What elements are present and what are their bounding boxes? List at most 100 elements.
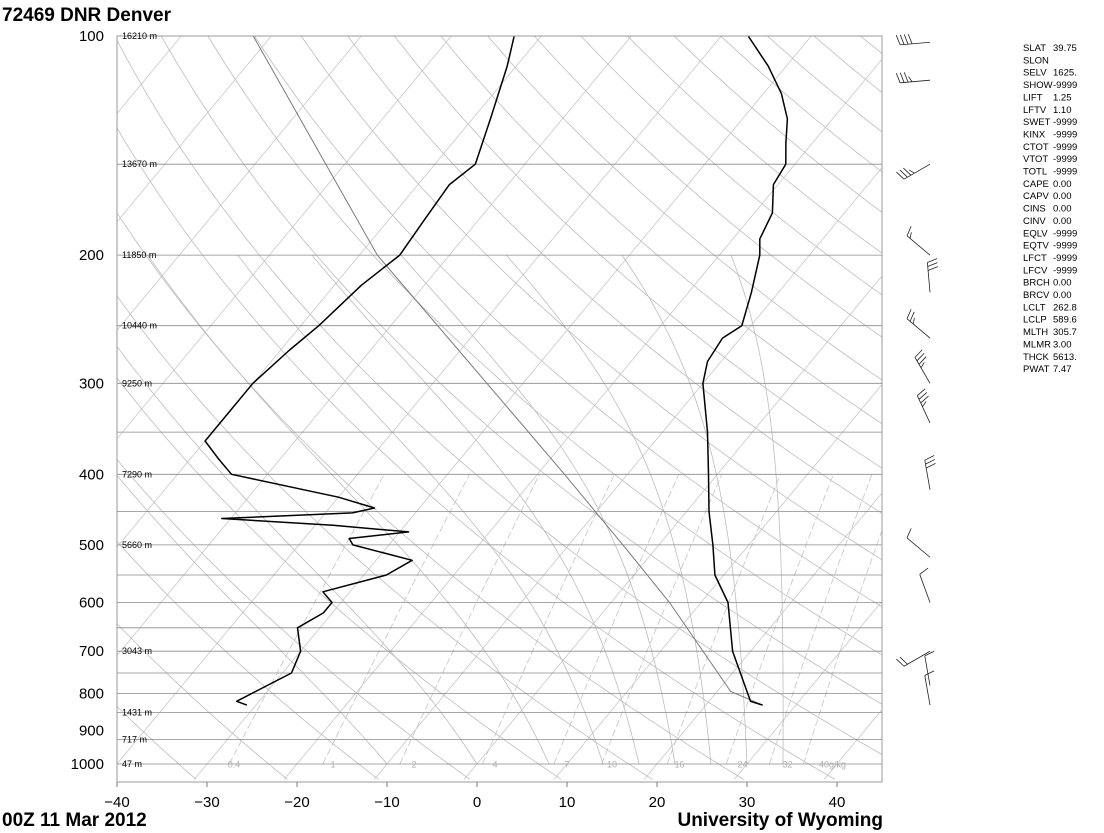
index-value: -9999 <box>1053 167 1077 178</box>
dry-adiabat <box>117 459 471 780</box>
mixing-ratio-label: 24 <box>737 760 747 770</box>
index-name: CINS <box>1023 204 1046 215</box>
index-value: 305.7 <box>1053 327 1077 338</box>
mixing-ratio-label: 1 <box>330 760 335 770</box>
isotherm <box>117 36 362 331</box>
moist-adiabat <box>237 254 604 765</box>
index-name: SWET <box>1023 117 1051 128</box>
dry-adiabat <box>254 36 882 608</box>
index-name: THCK <box>1023 352 1050 363</box>
index-value: 589.6 <box>1053 315 1077 326</box>
wind-barb <box>906 226 931 256</box>
index-name: LCLP <box>1023 315 1047 326</box>
sounding-profiles <box>204 36 789 706</box>
wind-barb <box>924 650 935 686</box>
index-name: PWAT <box>1023 364 1050 375</box>
index-value: -9999 <box>1053 265 1077 276</box>
index-name: EQTV <box>1023 241 1050 252</box>
index-value: 0.00 <box>1053 179 1072 190</box>
dry-adiabat <box>117 39 882 756</box>
index-value: 262.8 <box>1053 302 1077 313</box>
dry-adiabat <box>117 127 836 780</box>
wind-barb <box>924 455 936 490</box>
index-value: 0.00 <box>1053 278 1072 289</box>
index-name: CINV <box>1023 216 1046 227</box>
height-label: 47 m <box>122 759 142 769</box>
wind-barb <box>916 388 931 424</box>
index-value: 7.47 <box>1053 364 1072 375</box>
dry-adiabat <box>487 36 882 381</box>
isotherm <box>117 36 632 657</box>
mixing-ratio-label: 2 <box>411 760 416 770</box>
index-value: 1625. <box>1053 68 1077 79</box>
index-value: -9999 <box>1053 142 1077 153</box>
index-value: 1.10 <box>1053 105 1072 116</box>
index-name: SLAT <box>1023 43 1046 54</box>
wind-barb <box>924 670 935 706</box>
dry-adiabat <box>207 36 882 656</box>
mixing-ratio-line <box>769 474 873 765</box>
index-name: LIFT <box>1023 92 1043 103</box>
plot-frame <box>116 35 883 787</box>
temperature-axis: −40 −30 −20 −10 0 10 20 30 40 <box>104 794 845 811</box>
wind-barb <box>906 309 931 339</box>
dry-adiabat <box>533 36 882 338</box>
pressure-label: 500 <box>79 537 104 554</box>
source-credit: University of Wyoming <box>677 810 883 831</box>
index-value: 39.75 <box>1053 43 1077 54</box>
temperature-line <box>702 36 789 706</box>
mixing-ratio-label: 32 <box>782 760 792 770</box>
temperature-label: 20 <box>649 794 666 811</box>
pressure-label: 600 <box>79 594 104 611</box>
height-label: 717 m <box>122 734 147 744</box>
index-name: LFCT <box>1023 253 1047 264</box>
index-name: BRCV <box>1023 290 1050 301</box>
date-label: 00Z 11 Mar 2012 <box>2 810 147 831</box>
isotherm <box>643 492 882 780</box>
index-value: 0.00 <box>1053 204 1072 215</box>
index-value: 5613. <box>1053 352 1077 363</box>
height-label: 5660 m <box>122 540 152 550</box>
dry-adiabat <box>117 377 562 780</box>
dewpoint-line <box>204 36 515 706</box>
mixing-ratio-label: 16 <box>674 760 684 770</box>
moist-adiabat <box>730 254 784 764</box>
index-value: 3.00 <box>1053 339 1072 350</box>
temperature-label: −20 <box>284 794 309 811</box>
wind-barb <box>895 72 931 84</box>
wind-barb <box>906 528 931 558</box>
mixing-ratio-line <box>601 474 723 765</box>
isotherm <box>193 36 812 780</box>
height-labels: 16210 m 13670 m 11850 m 10440 m 9250 m 7290 m… <box>122 31 157 769</box>
moist-adiabat <box>147 254 550 765</box>
temperature-label: −30 <box>194 794 219 811</box>
wind-barb <box>914 349 931 384</box>
index-name: TOTL <box>1023 167 1047 178</box>
background-grid <box>117 36 882 780</box>
index-name: VTOT <box>1023 154 1048 165</box>
index-name: SLON <box>1023 55 1049 66</box>
dry-adiabat <box>347 36 882 514</box>
index-name: LFTV <box>1023 105 1047 116</box>
index-value: -9999 <box>1053 129 1077 140</box>
temperature-label: −10 <box>374 794 399 811</box>
index-name: MLTH <box>1023 327 1048 338</box>
temperature-label: 40 <box>829 794 846 811</box>
mixing-ratio-label: 10 <box>607 760 617 770</box>
index-name: KINX <box>1023 129 1046 140</box>
height-label: 13670 m <box>122 159 157 169</box>
wind-barbs <box>895 33 938 706</box>
mixing-ratio-label: 0.4 <box>228 760 241 770</box>
wind-barb <box>919 567 931 603</box>
height-label: 10440 m <box>122 321 157 331</box>
index-value: -9999 <box>1053 253 1077 264</box>
index-value: -9999 <box>1053 117 1077 128</box>
height-label: 1431 m <box>122 708 152 718</box>
moist-adiabat <box>117 474 388 765</box>
wind-barb <box>895 33 931 46</box>
isotherm <box>117 36 452 440</box>
dry-adiabat <box>117 212 744 780</box>
height-label: 16210 m <box>122 31 157 41</box>
